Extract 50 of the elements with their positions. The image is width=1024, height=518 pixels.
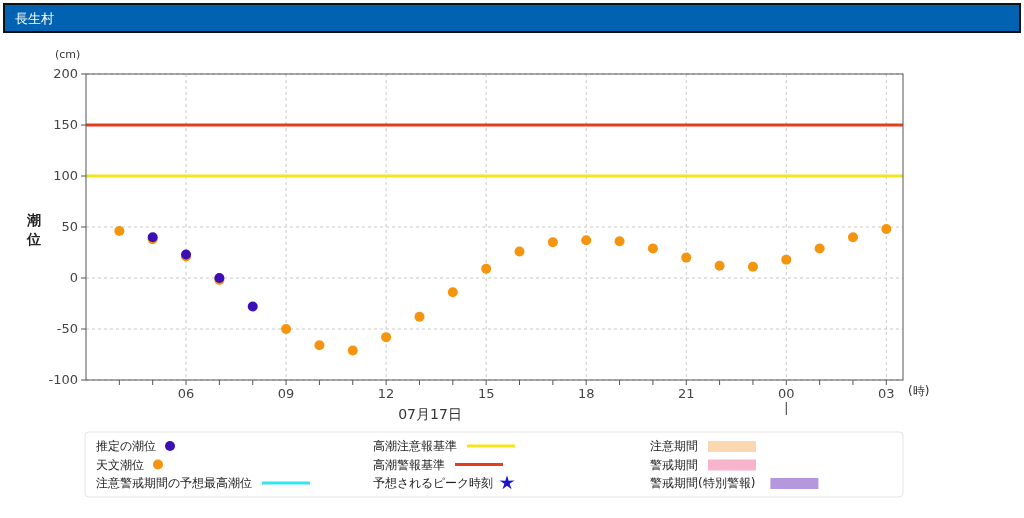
legend-label: 高潮注意報基準 — [373, 439, 457, 453]
text: (cm) — [55, 48, 81, 61]
legend-label: 警戒期間(特別警報) — [650, 476, 756, 490]
y-tick-label: 0 — [69, 270, 78, 285]
point — [647, 243, 658, 254]
legend-label: 高潮警報基準 — [373, 457, 445, 472]
point — [247, 301, 258, 312]
legend-label: 天文潮位 — [96, 457, 144, 472]
point — [614, 236, 625, 247]
y-tick-label: 200 — [53, 66, 78, 81]
x-tick-label: 03 — [878, 386, 895, 401]
point — [381, 332, 392, 343]
x-tick-label: 00 — [778, 386, 795, 401]
legend-label: 予想されるピーク時刻 — [373, 476, 493, 490]
y-axis-title: 潮位 — [26, 212, 41, 247]
y-tick-label: 150 — [53, 117, 78, 132]
y-tick-label: -50 — [56, 321, 78, 336]
legend-label: 注意警戒期間の予想最高潮位 — [96, 476, 252, 490]
x-tick-label: 15 — [477, 386, 495, 401]
y-tick-label: -100 — [48, 372, 78, 387]
point — [714, 260, 725, 271]
point — [814, 243, 825, 254]
y-tick-label: 100 — [53, 168, 78, 183]
point — [747, 261, 758, 272]
point — [847, 232, 858, 243]
point — [314, 340, 325, 351]
point — [581, 235, 592, 246]
x-tick-label: 21 — [677, 386, 695, 401]
y-tick-label: 50 — [61, 219, 78, 234]
x-tick-label: 18 — [577, 386, 595, 401]
point — [514, 246, 525, 257]
point — [447, 287, 458, 298]
x-tick-label: 06 — [177, 386, 195, 401]
x-tick-label: 12 — [377, 386, 395, 401]
legend-label: 注意期間 — [650, 439, 698, 453]
legend-label: 推定の潮位 — [96, 439, 156, 453]
text: (時) — [908, 384, 930, 398]
point — [114, 226, 125, 237]
point — [781, 254, 792, 265]
legend-label: 警戒期間 — [650, 457, 698, 472]
point — [881, 224, 892, 235]
point — [347, 345, 358, 356]
point — [547, 237, 558, 248]
point — [414, 311, 425, 322]
point — [481, 263, 492, 274]
x-axis-title: 07月17日 — [398, 406, 462, 422]
point — [681, 252, 692, 263]
x-tick-label: 09 — [277, 386, 295, 401]
point — [281, 324, 292, 334]
chart-title: 長生村 — [15, 11, 54, 26]
